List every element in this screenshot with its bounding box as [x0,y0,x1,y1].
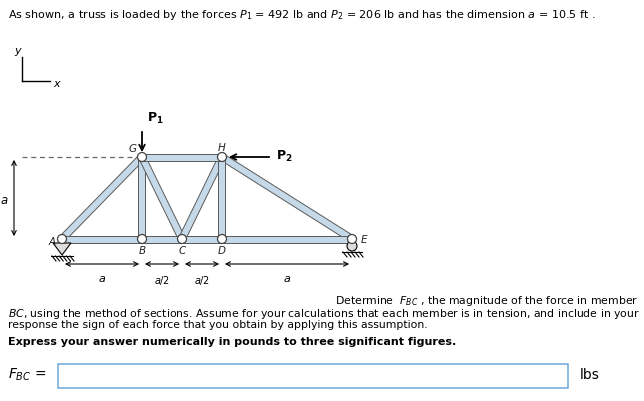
Text: lbs: lbs [580,367,600,381]
Text: G: G [129,144,137,154]
Polygon shape [59,155,144,242]
Polygon shape [182,236,222,243]
Polygon shape [179,156,225,241]
Text: E: E [361,235,367,244]
Text: A: A [48,237,55,246]
Text: $a$: $a$ [98,273,106,283]
Polygon shape [218,158,225,239]
Text: B: B [138,245,146,255]
Polygon shape [62,236,352,243]
Text: Determine  $F_{BC}$ , the magnitude of the force in member: Determine $F_{BC}$ , the magnitude of th… [335,293,638,307]
Polygon shape [182,236,222,243]
Polygon shape [142,154,222,161]
Polygon shape [62,236,142,243]
Polygon shape [142,236,182,243]
Text: $F_{BC}$ =: $F_{BC}$ = [8,366,46,382]
Text: As shown, a truss is loaded by the forces $P_1$ = 492 lb and $P_2$ = 206 lb and : As shown, a truss is loaded by the force… [8,8,596,22]
Circle shape [178,235,187,244]
Text: $a/2$: $a/2$ [154,273,170,286]
Polygon shape [142,236,182,243]
Polygon shape [220,155,354,242]
Text: $\mathbf{P_1}$: $\mathbf{P_1}$ [147,111,164,126]
Circle shape [138,153,146,162]
Circle shape [347,241,357,251]
Text: H: H [218,143,226,153]
Circle shape [348,235,357,244]
Text: y: y [15,46,21,56]
Polygon shape [53,243,71,255]
Circle shape [138,235,146,244]
Text: Express your answer numerically in pounds to three significant figures.: Express your answer numerically in pound… [8,336,456,346]
Text: $a/2$: $a/2$ [194,273,210,286]
Circle shape [57,235,66,244]
Text: x: x [53,79,60,89]
Text: D: D [218,245,226,255]
Circle shape [218,153,227,162]
Polygon shape [142,154,222,161]
Polygon shape [222,236,352,243]
FancyBboxPatch shape [58,364,568,388]
Text: C: C [178,245,185,255]
Text: $\mathbf{P_2}$: $\mathbf{P_2}$ [276,148,292,163]
Polygon shape [222,236,352,243]
Polygon shape [62,236,142,243]
Polygon shape [138,158,146,239]
Text: $a$: $a$ [0,194,8,207]
Polygon shape [139,156,185,241]
Text: $a$: $a$ [283,273,291,283]
Text: $BC$, using the method of sections. Assume for your calculations that each membe: $BC$, using the method of sections. Assu… [8,306,640,320]
Text: response the sign of each force that you obtain by applying this assumption.: response the sign of each force that you… [8,319,428,329]
Circle shape [218,235,227,244]
